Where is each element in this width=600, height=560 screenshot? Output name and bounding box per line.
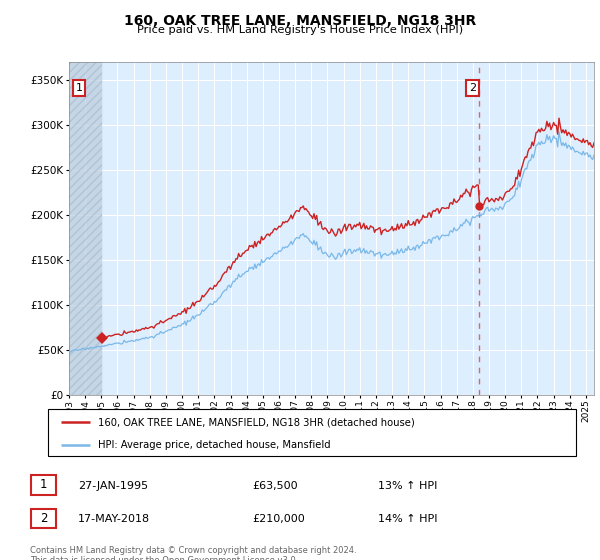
Text: 27-JAN-1995: 27-JAN-1995 <box>78 480 148 491</box>
Text: £63,500: £63,500 <box>252 480 298 491</box>
Text: 160, OAK TREE LANE, MANSFIELD, NG18 3HR: 160, OAK TREE LANE, MANSFIELD, NG18 3HR <box>124 14 476 28</box>
Text: 160, OAK TREE LANE, MANSFIELD, NG18 3HR (detached house): 160, OAK TREE LANE, MANSFIELD, NG18 3HR … <box>98 417 415 427</box>
FancyBboxPatch shape <box>31 509 56 528</box>
Text: 14% ↑ HPI: 14% ↑ HPI <box>378 514 437 524</box>
Text: 17-MAY-2018: 17-MAY-2018 <box>78 514 150 524</box>
FancyBboxPatch shape <box>48 409 576 456</box>
Text: £210,000: £210,000 <box>252 514 305 524</box>
Text: 13% ↑ HPI: 13% ↑ HPI <box>378 480 437 491</box>
Text: HPI: Average price, detached house, Mansfield: HPI: Average price, detached house, Mans… <box>98 440 331 450</box>
Text: Contains HM Land Registry data © Crown copyright and database right 2024.
This d: Contains HM Land Registry data © Crown c… <box>30 546 356 560</box>
Bar <box>69 62 103 395</box>
Text: 1: 1 <box>76 83 82 94</box>
Text: 1: 1 <box>40 478 47 492</box>
Text: 2: 2 <box>40 512 47 525</box>
Text: Price paid vs. HM Land Registry's House Price Index (HPI): Price paid vs. HM Land Registry's House … <box>137 25 463 35</box>
Text: 2: 2 <box>469 83 476 94</box>
FancyBboxPatch shape <box>31 475 56 494</box>
